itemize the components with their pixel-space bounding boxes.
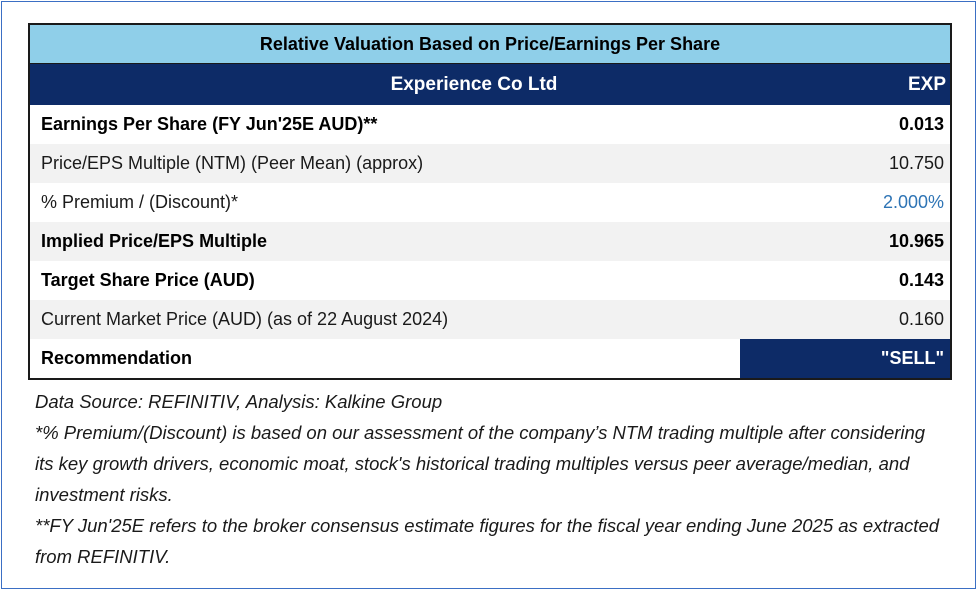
row-value: 0.160: [898, 309, 944, 329]
company-name: Experience Co Ltd: [390, 73, 558, 95]
footnotes: Data Source: REFINITIV, Analysis: Kalkin…: [35, 386, 945, 572]
ticker-symbol: EXP: [907, 73, 946, 95]
row-value: 2.000%: [882, 192, 944, 212]
row-label: Implied Price/EPS Multiple: [41, 231, 268, 251]
data-source-note: Data Source: REFINITIV, Analysis: Kalkin…: [35, 391, 443, 412]
table-row-market-price: Current Market Price (AUD) (as of 22 Aug…: [30, 300, 950, 339]
row-label: % Premium / (Discount)*: [41, 192, 239, 212]
row-value: 10.750: [888, 153, 944, 173]
table-row-target-price: Target Share Price (AUD) 0.143: [30, 261, 950, 300]
table-row-eps: Earnings Per Share (FY Jun'25E AUD)** 0.…: [30, 105, 950, 144]
table-title: Relative Valuation Based on Price/Earnin…: [30, 25, 950, 64]
table-row-recommendation: Recommendation "SELL": [30, 339, 950, 378]
row-label: Price/EPS Multiple (NTM) (Peer Mean) (ap…: [41, 153, 424, 173]
premium-footnote: *% Premium/(Discount) is based on our as…: [35, 422, 926, 505]
company-header: Experience Co Ltd EXP: [30, 64, 950, 105]
valuation-table: Relative Valuation Based on Price/Earnin…: [28, 23, 952, 380]
table-row-premium: % Premium / (Discount)* 2.000%: [30, 183, 950, 222]
table-row-implied-multiple: Implied Price/EPS Multiple 10.965: [30, 222, 950, 261]
row-label: Target Share Price (AUD): [41, 270, 255, 290]
row-value: 0.013: [898, 114, 944, 134]
table-row-peer-multiple: Price/EPS Multiple (NTM) (Peer Mean) (ap…: [30, 144, 950, 183]
row-value: 10.965: [888, 231, 944, 251]
fy-footnote: **FY Jun'25E refers to the broker consen…: [35, 515, 940, 567]
row-value: 0.143: [898, 270, 944, 290]
row-label: Recommendation: [41, 348, 193, 368]
row-label: Earnings Per Share (FY Jun'25E AUD)**: [41, 114, 378, 134]
row-label: Current Market Price (AUD) (as of 22 Aug…: [41, 309, 449, 329]
recommendation-badge: "SELL": [740, 339, 950, 378]
